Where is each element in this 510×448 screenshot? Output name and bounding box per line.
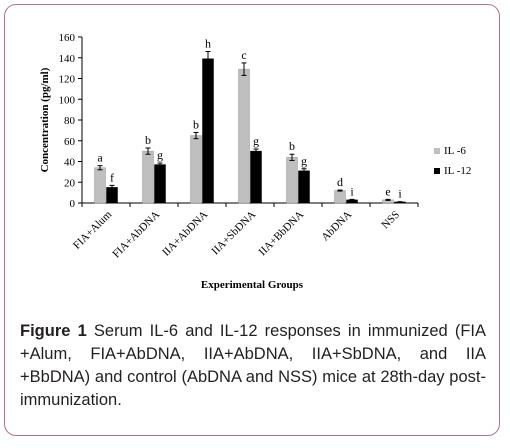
legend-swatch <box>434 148 440 154</box>
significance-letter: b <box>289 139 295 153</box>
significance-letter: a <box>97 151 103 165</box>
significance-letter: b <box>145 133 151 147</box>
y-tick-label: 20 <box>64 177 76 189</box>
x-axis-title: Experimental Groups <box>201 279 304 291</box>
figure-frame <box>4 4 500 436</box>
legend-label: IL -6 <box>444 145 466 157</box>
figure-caption: Figure 1 Serum IL-6 and IL-12 responses … <box>20 320 486 412</box>
bar <box>154 164 166 204</box>
significance-letter: g <box>157 148 163 162</box>
significance-letter: c <box>241 48 246 62</box>
significance-letter: b <box>193 117 199 131</box>
y-tick-label: 40 <box>64 157 76 169</box>
y-tick-label: 60 <box>64 136 76 148</box>
y-axis-title: Concentration (pg/ml) <box>39 67 51 172</box>
x-tick-label: NSS <box>379 209 402 232</box>
bar <box>286 157 298 204</box>
figure-caption-text: Serum IL-6 and IL-12 responses in immuni… <box>20 322 486 409</box>
y-tick-label: 80 <box>64 115 76 127</box>
bar <box>250 150 262 204</box>
y-tick-label: 140 <box>59 53 76 65</box>
x-tick-label: AbDNA <box>319 209 354 244</box>
significance-letter: g <box>253 134 259 148</box>
significance-letter: d <box>337 175 343 189</box>
x-tick-label: FIA+AbDNA <box>110 209 162 261</box>
y-tick-label: 120 <box>59 74 76 86</box>
significance-letter: g <box>301 154 307 168</box>
significance-letter: f <box>110 170 114 184</box>
bar <box>334 190 346 204</box>
x-tick-label: IIA+AbDNA <box>160 209 210 259</box>
legend-swatch <box>434 168 440 174</box>
y-tick-label: 160 <box>59 32 76 44</box>
significance-letter: i <box>398 187 402 201</box>
bar <box>202 58 214 204</box>
significance-letter: i <box>350 184 354 198</box>
legend-label: IL -12 <box>444 165 471 177</box>
y-tick-label: 0 <box>70 198 76 210</box>
bar-chart: 0 20 40 60 80 100 120 140 160 a b b c b d e f g h g g i i FIA+A… <box>39 32 471 291</box>
bar <box>142 150 154 204</box>
bar <box>94 167 106 204</box>
bar <box>298 170 310 204</box>
y-tick-label: 100 <box>59 94 76 106</box>
x-tick-label: IIA+SbDNA <box>209 209 258 258</box>
bar <box>238 68 250 204</box>
figure-label: Figure 1 <box>20 322 87 340</box>
significance-letter: e <box>385 184 390 198</box>
x-tick-label: FIA+Alum <box>71 208 114 251</box>
significance-letter: h <box>205 37 211 51</box>
x-tick-label: IIA+BbDNA <box>257 209 307 259</box>
bar <box>190 135 202 204</box>
